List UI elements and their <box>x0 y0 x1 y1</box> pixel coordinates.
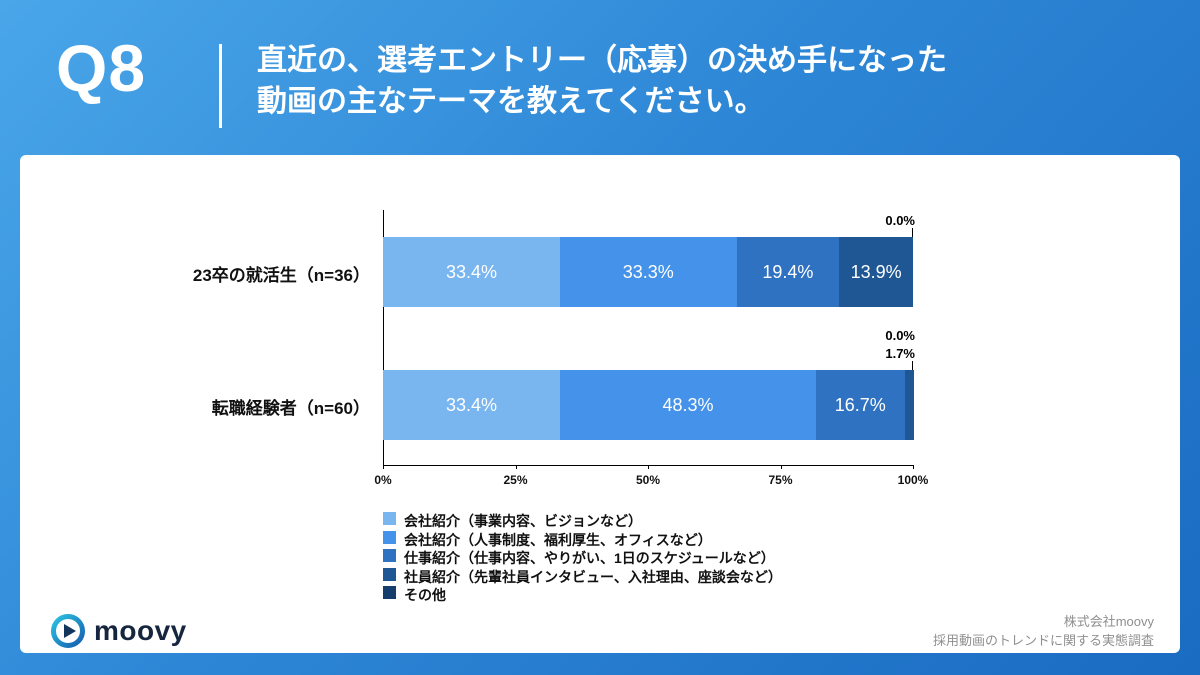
bar-segment <box>816 370 905 440</box>
credit-company: 株式会社moovy <box>1063 614 1154 629</box>
segment-label: 33.4% <box>445 262 498 282</box>
outside-label: 0.0% <box>885 213 915 228</box>
question-number: Q8 <box>56 31 147 105</box>
header-separator <box>219 44 222 128</box>
x-axis-tick <box>648 465 649 469</box>
leader-line <box>912 228 913 237</box>
moovy-logo-icon <box>50 613 86 649</box>
legend-item: 仕事紹介（仕事内容、やりがい、1日のスケジュールなど） <box>383 548 903 566</box>
outside-label: 1.7% <box>885 346 915 361</box>
segment-label: 16.7% <box>834 395 886 415</box>
legend-item: 社員紹介（先輩社員インタビュー、入社理由、座談会など） <box>383 567 903 585</box>
legend-swatch <box>383 567 396 581</box>
x-axis-tick <box>913 465 914 469</box>
legend-label: 社員紹介（先輩社員インタビュー、入社理由、座談会など） <box>404 568 782 585</box>
legend-label: 会社紹介（事業内容、ビジョンなど） <box>404 513 642 529</box>
question-title-line1: 直近の、選考エントリー（応募）の決め手になった <box>257 44 947 77</box>
x-tick-label: 75% <box>768 473 793 487</box>
x-tick-label: 0% <box>374 473 392 487</box>
x-tick-label: 50% <box>635 473 661 487</box>
legend-swatch <box>383 530 396 544</box>
bar-segment <box>383 370 561 440</box>
legend-swatch <box>383 549 396 563</box>
legend-item: 会社紹介（人事制度、福利厚生、オフィスなど） <box>383 530 903 548</box>
segment-label: 48.3% <box>662 395 714 415</box>
category-label: 転職経験者（n=60） <box>211 399 370 418</box>
legend-label: 会社紹介（人事制度、福利厚生、オフィスなど） <box>404 531 712 548</box>
x-tick-label: 100% <box>897 473 929 487</box>
legend-item: その他 <box>383 585 903 603</box>
x-axis-tick <box>780 465 782 469</box>
bar-segment <box>904 370 914 440</box>
bar-segment <box>560 237 737 307</box>
moovy-logo-text: moovy <box>94 615 187 646</box>
bar-segment <box>736 237 840 307</box>
credit: 株式会社moovy 採用動画のトレンドに関する実態調査 <box>933 613 1154 651</box>
outside-label: 0.0% <box>885 328 915 343</box>
moovy-logo: moovy <box>50 613 187 649</box>
segment-label: 33.3% <box>622 262 674 282</box>
bar-segment <box>383 237 561 307</box>
x-tick-label: 25% <box>503 473 528 487</box>
x-axis-tick <box>515 465 517 469</box>
legend-label: 仕事紹介（仕事内容、やりがい、1日のスケジュールなど） <box>404 550 775 567</box>
chart-area: 0% 25% 50% 75% 100% 23卒の就活生（n=36） 33.4% 33.3% 19… <box>20 155 1180 653</box>
segment-label: 13.9% <box>850 262 902 282</box>
bar-segment <box>560 370 816 440</box>
segment-label: 33.4% <box>445 395 498 415</box>
y-axis-line <box>383 210 384 465</box>
leader-line <box>912 361 913 370</box>
category-label: 23卒の就活生（n=36） <box>192 266 370 285</box>
legend-swatch <box>383 586 396 600</box>
chart-card: 0% 25% 50% 75% 100% 23卒の就活生（n=36） 33.4% 33.3% 19… <box>20 155 1180 653</box>
legend-label: その他 <box>404 587 446 604</box>
legend-item: 会社紹介（事業内容、ビジョンなど） <box>383 511 903 529</box>
segment-label: 19.4% <box>762 262 814 282</box>
credit-survey: 採用動画のトレンドに関する実態調査 <box>932 632 1154 648</box>
legend-swatch <box>383 512 396 525</box>
question-title-line2: 動画の主なテーマを教えてください。 <box>257 85 765 119</box>
bar-segment <box>839 237 913 307</box>
question-title: 直近の、選考エントリー（応募）の決め手になった 動画の主なテーマを教えてください… <box>257 40 947 123</box>
x-axis-tick <box>383 465 384 469</box>
